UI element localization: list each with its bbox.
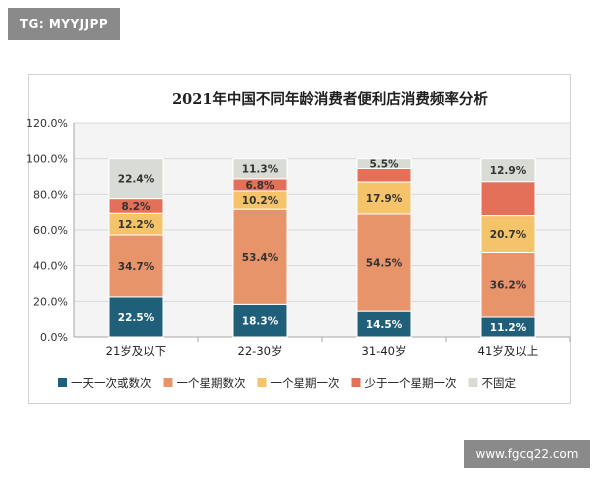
y-tick-label: 0.0% bbox=[40, 331, 68, 344]
watermark: www.fgcq22.com bbox=[464, 440, 590, 468]
legend-swatch bbox=[257, 378, 267, 387]
y-tick-label: 80.0% bbox=[33, 188, 68, 201]
x-tick-label: 21岁及以下 bbox=[106, 344, 167, 358]
y-tick-label: 120.0% bbox=[26, 117, 68, 130]
data-label: 53.4% bbox=[242, 252, 279, 264]
legend-label: 少于一个星期一次 bbox=[365, 376, 457, 390]
y-tick-label: 60.0% bbox=[33, 224, 68, 237]
x-tick-label: 22-30岁 bbox=[238, 344, 283, 358]
data-label: 17.9% bbox=[366, 193, 403, 205]
legend-swatch bbox=[58, 378, 67, 387]
bar-segment bbox=[356, 310, 412, 338]
data-label: 22.5% bbox=[118, 312, 155, 324]
legend-label: 一天一次或数次 bbox=[71, 376, 152, 390]
data-label: 5.5% bbox=[369, 159, 399, 171]
bar-segment bbox=[480, 181, 536, 217]
data-label: 36.2% bbox=[490, 280, 527, 292]
legend-swatch bbox=[163, 378, 173, 387]
data-label: 12.2% bbox=[118, 219, 155, 231]
x-tick-label: 41岁及以上 bbox=[478, 344, 539, 358]
y-tick-label: 100.0% bbox=[26, 153, 68, 166]
data-label: 20.7% bbox=[490, 229, 527, 241]
bar-segment bbox=[480, 158, 536, 183]
data-label: 34.7% bbox=[118, 261, 155, 273]
data-label: 22.4% bbox=[118, 174, 155, 186]
data-label: 11.3% bbox=[242, 164, 279, 176]
bar-segment bbox=[356, 213, 412, 312]
legend-swatch bbox=[468, 378, 478, 387]
legend-label: 一个星期数次 bbox=[177, 376, 246, 390]
legend-label: 一个星期一次 bbox=[271, 376, 340, 390]
legend-label: 不固定 bbox=[482, 376, 517, 390]
data-label: 8.2% bbox=[121, 201, 151, 213]
chart-title: 2021年中国不同年龄消费者便利店消费频率分析 bbox=[172, 91, 488, 108]
bar-segment bbox=[480, 251, 536, 318]
y-tick-label: 40.0% bbox=[33, 260, 68, 273]
y-tick-label: 20.0% bbox=[33, 295, 68, 308]
tg-badge: TG: MYYJJPP bbox=[8, 8, 120, 40]
bar-segment bbox=[232, 303, 288, 338]
bar-segment bbox=[356, 181, 412, 215]
bar-segment bbox=[480, 215, 536, 253]
data-label: 11.2% bbox=[490, 322, 527, 334]
data-label: 54.5% bbox=[366, 258, 403, 270]
data-label: 6.8% bbox=[245, 180, 275, 192]
data-label: 14.5% bbox=[366, 319, 403, 331]
legend-swatch bbox=[351, 378, 361, 387]
bar-segment bbox=[108, 234, 164, 298]
x-tick-label: 31-40岁 bbox=[362, 344, 407, 358]
data-label: 12.9% bbox=[490, 165, 527, 177]
bar-segment bbox=[232, 208, 288, 305]
data-label: 18.3% bbox=[242, 316, 279, 328]
bar-segment bbox=[108, 296, 164, 338]
bar-segment bbox=[108, 158, 164, 200]
bar-segment bbox=[356, 158, 412, 169]
bar-segment bbox=[232, 158, 288, 180]
data-label: 10.2% bbox=[242, 195, 279, 207]
